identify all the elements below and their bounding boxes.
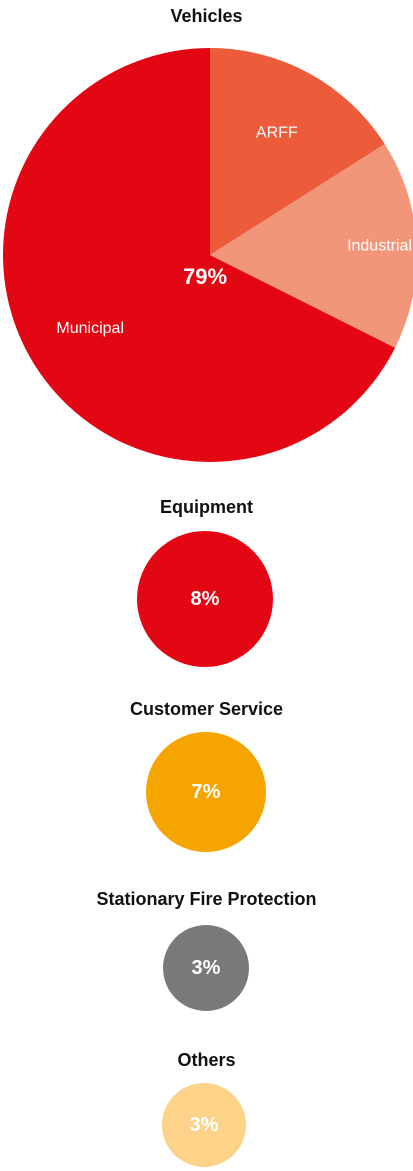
stationary-fire-protection-title: Stationary Fire Protection: [96, 889, 317, 909]
stationary-fire-protection-percent: 3%: [191, 956, 221, 979]
vehicles-percent: 79%: [183, 264, 227, 289]
slice-label-industrial: Industrial: [347, 238, 412, 255]
pie-slice-industrial: [210, 144, 413, 348]
stationary-fire-protection-circle: 3%: [163, 925, 249, 1011]
others-percent: 3%: [189, 1113, 219, 1136]
equipment-circle: 8%: [137, 531, 273, 667]
customer-service-percent: 7%: [191, 780, 221, 803]
equipment-percent: 8%: [190, 587, 220, 610]
customer-service-circle: 7%: [146, 732, 266, 852]
customer-service-title: Customer Service: [129, 699, 284, 719]
slice-label-arff: ARFF: [256, 125, 298, 142]
pie-slice-arff: [210, 48, 385, 255]
slice-label-municipal: Municipal: [56, 320, 124, 337]
equipment-title: Equipment: [160, 497, 253, 517]
others-title: Others: [177, 1050, 236, 1070]
vehicles-pie-chart: ARFF Industrial Municipal 79%: [2, 47, 413, 462]
vehicles-title: Vehicles: [170, 6, 243, 26]
pie-slice-municipal: [2, 47, 396, 462]
others-circle: 3%: [162, 1083, 246, 1167]
